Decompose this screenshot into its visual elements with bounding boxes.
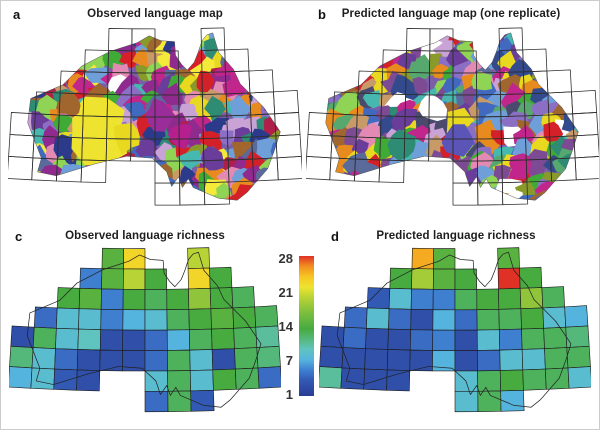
panel-a-title: Observed language map: [87, 8, 223, 20]
panel-c: c Observed language richness: [5, 229, 285, 429]
predicted-richness-heatmap: [319, 245, 591, 419]
panel-d-title: Predicted language richness: [376, 230, 536, 242]
panel-d-label: d: [331, 229, 339, 244]
colorbar-tick-21: 21: [278, 285, 293, 300]
map-a-svg: [8, 27, 302, 206]
colorbar-tick-7: 7: [285, 353, 293, 368]
map-b-svg: [306, 27, 599, 206]
observed-richness-heatmap: [9, 245, 281, 419]
colorbar-tick-28: 28: [278, 251, 293, 266]
panel-a: a Observed language map: [8, 7, 302, 223]
panel-c-label: c: [15, 229, 23, 244]
observed-language-map: [8, 25, 302, 213]
map-d-svg: [319, 247, 591, 413]
panel-a-label: a: [13, 7, 21, 22]
colorbar-tick-14: 14: [278, 319, 293, 334]
panel-b: b Predicted language map (one replicate): [305, 7, 599, 223]
map-c-svg: [9, 247, 281, 413]
colorbar-tick-1: 1: [285, 387, 293, 402]
panel-c-title: Observed language richness: [65, 230, 225, 242]
panel-d: d Predicted language richness: [315, 229, 597, 429]
richness-colorbar: [299, 256, 314, 396]
panel-b-label: b: [318, 7, 326, 22]
panel-b-title: Predicted language map (one replicate): [341, 8, 561, 20]
predicted-language-map: [306, 25, 599, 213]
